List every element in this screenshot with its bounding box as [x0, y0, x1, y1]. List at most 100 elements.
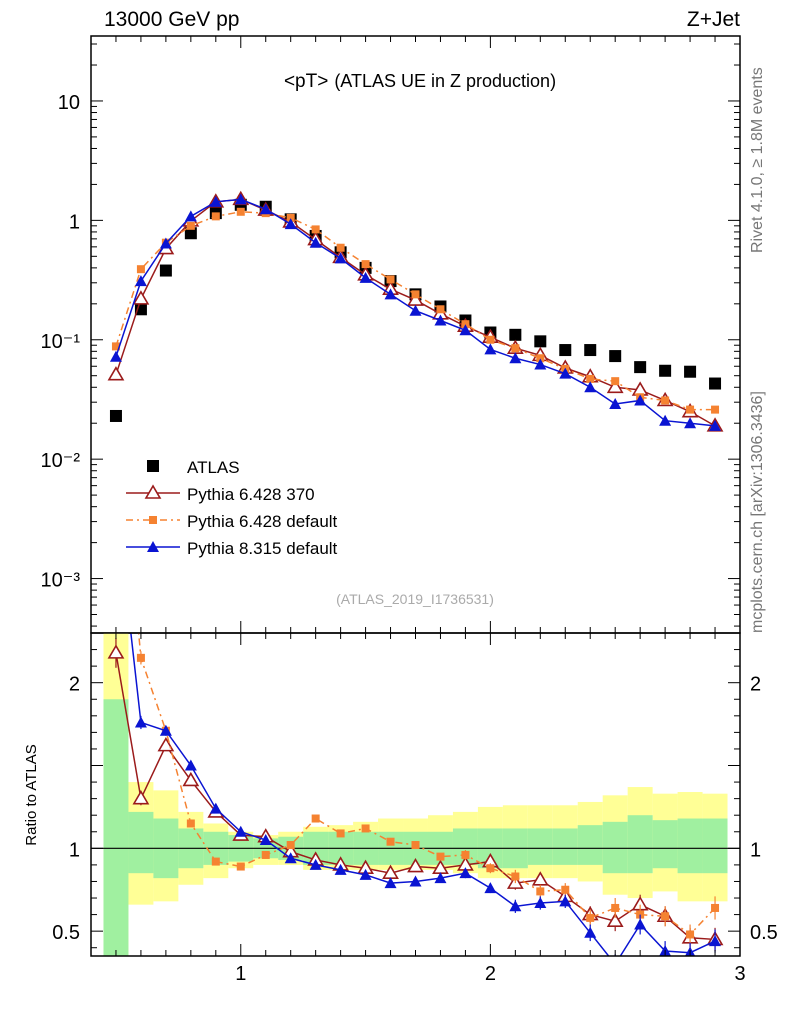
- data-point: [709, 419, 722, 431]
- data-point: [411, 290, 420, 299]
- ratio-point: [361, 824, 370, 833]
- data-point: [132, 290, 150, 305]
- data-point: [606, 378, 624, 394]
- data-point: [509, 328, 522, 341]
- y-tick-label: 10⁻¹: [41, 331, 81, 353]
- ratio-point: [709, 935, 722, 947]
- data-point: [184, 210, 197, 222]
- data-point: [536, 354, 545, 363]
- ratio-y-axis-label: Ratio to ATLAS: [23, 744, 40, 845]
- data-point: [584, 344, 597, 357]
- data-point: [661, 396, 670, 405]
- data-point: [586, 374, 595, 383]
- ratio-point: [184, 759, 197, 771]
- ratio-point: [534, 896, 547, 908]
- legend-label: ATLAS: [187, 458, 240, 477]
- data-point: [684, 417, 697, 429]
- data-point: [486, 335, 495, 344]
- legend-marker: [147, 541, 159, 552]
- ratio-point: [634, 918, 647, 930]
- ratio-point: [509, 900, 522, 912]
- ratio-point: [459, 867, 472, 879]
- x-tick-label: 1: [235, 963, 246, 985]
- data-point: [134, 275, 147, 287]
- x-tick-label: 2: [485, 963, 496, 985]
- data-point: [484, 343, 497, 355]
- data-point: [609, 397, 622, 409]
- ratio-point: [136, 653, 145, 662]
- uncertainty-band-inner: [677, 818, 703, 874]
- data-point: [334, 252, 347, 264]
- data-point: [386, 275, 395, 284]
- uncertainty-band-inner: [652, 820, 678, 869]
- y-tick-label: 2: [69, 674, 80, 696]
- ratio-point: [261, 850, 270, 859]
- ratio-point: [434, 872, 447, 884]
- y-tick-label: 1: [69, 211, 80, 233]
- data-point: [609, 350, 622, 363]
- ratio-point: [284, 852, 297, 864]
- energy-label: 13000 GeV pp: [104, 8, 239, 31]
- plot-title-sub: (ATLAS UE in Z production): [334, 71, 556, 91]
- data-point: [336, 243, 345, 252]
- ratio-point: [609, 958, 621, 969]
- data-point: [209, 195, 222, 207]
- ratio-point: [311, 814, 320, 823]
- legend-label: Pythia 6.428 370: [187, 485, 315, 504]
- legend: ATLAS Pythia 6.428 370 Pythia 6.428 defaul…: [126, 458, 338, 558]
- data-point: [459, 324, 472, 336]
- data-point: [359, 271, 372, 283]
- ratio-point: [334, 863, 347, 875]
- ratio-point: [186, 819, 195, 828]
- main-panel: 10 1 10⁻¹ 10⁻² 10⁻³ <pT> (ATLAS UE in Z produ…: [41, 35, 741, 634]
- ratio-line-pythia-8-315-default: [130, 633, 716, 956]
- data-point: [559, 367, 572, 379]
- data-point: [509, 352, 522, 364]
- data-point: [709, 377, 722, 390]
- ratio-frame: [90, 632, 741, 957]
- data-point: [659, 414, 672, 426]
- uncertainty-band-inner: [577, 825, 603, 865]
- ratio-point: [686, 930, 695, 939]
- y-tick-label: 10: [58, 92, 80, 114]
- legend-label: Pythia 8.315 default: [187, 539, 338, 558]
- data-point: [211, 212, 220, 221]
- y-tick-label: 0.5: [52, 922, 80, 944]
- ratio-point: [661, 912, 670, 921]
- ratio-point: [112, 381, 120, 389]
- ratio-point: [110, 494, 122, 505]
- legend-label: Pythia 6.428 default: [187, 512, 338, 531]
- ratio-point: [536, 887, 545, 896]
- data-point: [711, 405, 720, 414]
- uncertainty-band-inner: [602, 821, 628, 874]
- data-point: [311, 225, 320, 234]
- ratio-point: [484, 882, 497, 894]
- ratio-point: [286, 841, 295, 850]
- uncertainty-band-inner: [527, 828, 553, 865]
- data-point: [559, 344, 572, 357]
- data-point: [634, 361, 647, 374]
- data-point: [109, 350, 122, 362]
- uncertainty-band-inner: [103, 699, 129, 956]
- ratio-point: [182, 771, 200, 787]
- ratio-point: [132, 790, 150, 805]
- ratio-point: [559, 895, 572, 907]
- y-tick-label-right: 2: [750, 674, 761, 696]
- ratio-point: [409, 875, 422, 887]
- data-point: [384, 288, 397, 300]
- data-point: [511, 344, 520, 353]
- data-point: [234, 193, 247, 205]
- plot-title: <pT> (ATLAS UE in Z production): [284, 71, 556, 92]
- data-point: [286, 213, 295, 222]
- data-point: [159, 264, 172, 277]
- data-point: [186, 221, 195, 230]
- data-point: [659, 364, 672, 377]
- ratio-panel: 1 2 30.5 0.51 12 2 Ratio to ATLAS: [23, 381, 778, 985]
- data-point: [534, 335, 547, 348]
- data-point: [236, 207, 245, 216]
- ratio-point: [711, 903, 720, 912]
- data-point: [309, 236, 322, 248]
- ratio-point: [586, 913, 595, 922]
- ratio-point: [234, 825, 247, 837]
- ratio-point: [359, 868, 372, 880]
